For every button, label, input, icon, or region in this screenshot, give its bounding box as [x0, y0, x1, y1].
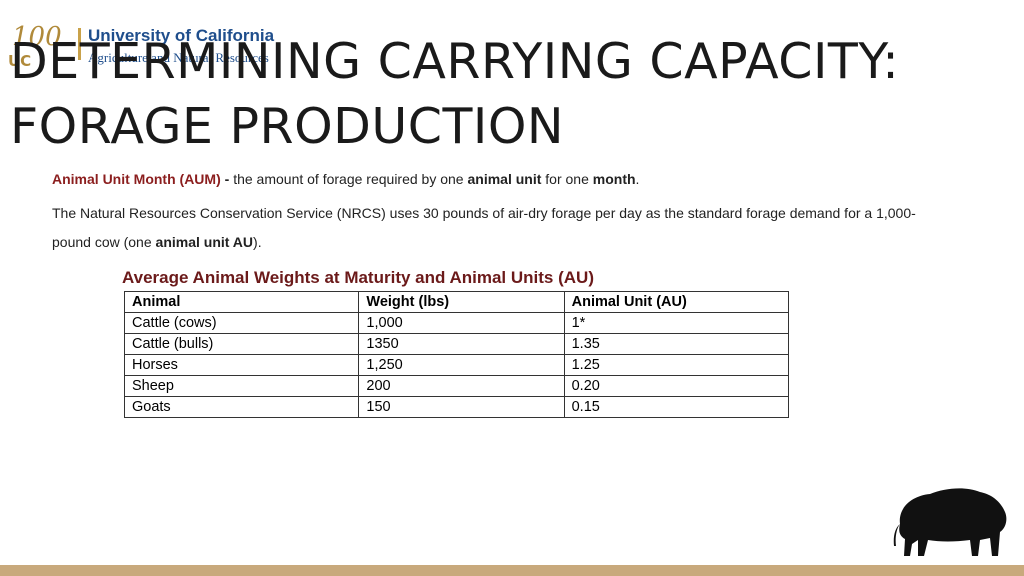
standard: The Natural Resources Conservation Servi…	[52, 199, 952, 257]
bold-text: animal unit AU	[155, 234, 254, 250]
table-cell: 200	[358, 375, 565, 397]
table-cell: Animal	[123, 291, 360, 313]
table-cell: 1.35	[563, 333, 790, 355]
table-row: Goats 150 0.15	[123, 396, 790, 418]
table-row: Sheep 200 0.20	[123, 375, 790, 397]
table-cell: Cattle (cows)	[123, 312, 360, 334]
dash: -	[220, 171, 234, 187]
title-line: DETERMINING CARRYING CAPACITY:	[10, 33, 900, 90]
table-cell: Horses	[123, 354, 360, 376]
table-cell: 1,250	[358, 354, 565, 376]
table-cell: 0.15	[563, 396, 790, 418]
footer-band	[0, 565, 1024, 576]
text: ).	[253, 234, 262, 250]
logo-years: 100	[12, 22, 62, 52]
bold-text: month	[592, 171, 636, 187]
bold-text: animal unit	[467, 171, 542, 187]
table-cell: Cattle (bulls)	[123, 333, 360, 355]
logo-university: University of California	[88, 26, 275, 45]
logo-mark: UC	[8, 52, 32, 70]
table-row: Cattle (bulls) 1350 1.35	[123, 333, 790, 355]
text: The Natural Resources Conservation Servi…	[52, 205, 916, 250]
table-cell: Goats	[123, 396, 360, 418]
table-cell: 1350	[358, 333, 565, 355]
table-cell: 0.20	[563, 375, 790, 397]
table-row: Animal Weight (lbs) Animal Unit (AU)	[123, 291, 790, 313]
title-line: FORAGE PRODUCTION	[10, 98, 565, 155]
logo-divider	[78, 28, 81, 60]
term: Animal Unit Month (AUM)	[52, 171, 221, 187]
bison-icon	[893, 488, 1007, 556]
definition: Animal Unit Month (AUM) - the amount of …	[52, 171, 639, 187]
table-row: Cattle (cows) 1,000 1*	[123, 312, 790, 334]
table-cell: 1.25	[563, 354, 790, 376]
table-cell: Weight (lbs)	[358, 291, 565, 313]
table-cell: Sheep	[123, 375, 360, 397]
text: .	[635, 171, 640, 187]
table-cell: Animal Unit (AU)	[563, 291, 790, 313]
logo-division: Agriculture and Natural Resources	[88, 50, 269, 65]
table-cell: 1*	[563, 312, 790, 334]
table-title: Average Animal Weights at Maturity and A…	[122, 268, 594, 287]
table-cell: 1,000	[358, 312, 565, 334]
table: Animal Weight (lbs) Animal Unit (AU) Cattle…	[123, 291, 790, 418]
text: for one	[541, 171, 593, 187]
table-row: Horses 1,250 1.25	[123, 354, 790, 376]
table-cell: 150	[358, 396, 565, 418]
text: the amount of forage required by one	[233, 171, 468, 187]
